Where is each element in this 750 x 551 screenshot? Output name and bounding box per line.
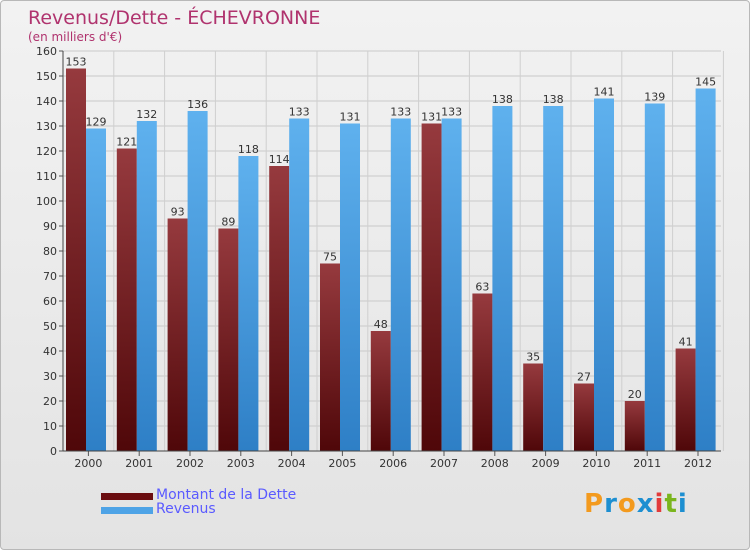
- logo-letter: o: [617, 489, 637, 519]
- bar-dette: [269, 166, 290, 451]
- logo-letter: P: [584, 489, 605, 519]
- y-tick-label: 120: [36, 145, 57, 158]
- data-label-revenus: 132: [136, 108, 157, 121]
- legend-swatch-revenus: [101, 507, 153, 514]
- proxiti-logo: Proxiti: [584, 489, 688, 519]
- bar-dette: [370, 331, 391, 451]
- x-tick-label: 2003: [227, 457, 255, 470]
- data-label-revenus: 131: [340, 111, 361, 124]
- y-tick-label: 90: [43, 220, 57, 233]
- x-tick-label: 2007: [430, 457, 458, 470]
- x-tick-label: 2012: [684, 457, 712, 470]
- bar-dette: [116, 148, 137, 451]
- data-label-dette: 89: [221, 216, 235, 229]
- data-label-dette: 35: [526, 351, 540, 364]
- y-tick-label: 0: [50, 445, 57, 458]
- data-label-revenus: 145: [695, 76, 716, 89]
- y-tick-label: 20: [43, 395, 57, 408]
- data-label-revenus: 138: [543, 93, 564, 106]
- legend-label-dette: Montant de la Dette: [156, 487, 297, 503]
- y-tick-label: 50: [43, 320, 57, 333]
- data-label-dette: 153: [66, 56, 87, 69]
- data-label-dette: 41: [679, 336, 693, 349]
- y-tick-label: 10: [43, 420, 57, 433]
- data-label-dette: 63: [475, 281, 489, 294]
- y-tick-label: 150: [36, 70, 57, 83]
- y-tick-label: 160: [36, 45, 57, 58]
- y-tick-label: 130: [36, 120, 57, 133]
- y-tick-label: 60: [43, 295, 57, 308]
- bar-dette: [421, 123, 442, 451]
- chart-subtitle: (en milliers d'€): [28, 30, 123, 44]
- bar-revenus: [492, 106, 513, 451]
- logo-letter: r: [604, 489, 618, 519]
- x-tick-label: 2001: [125, 457, 153, 470]
- y-tick-label: 100: [36, 195, 57, 208]
- legend-label-revenus: Revenus: [156, 501, 216, 517]
- data-label-revenus: 141: [594, 86, 615, 99]
- x-tick-label: 2008: [481, 457, 509, 470]
- data-label-revenus: 139: [644, 91, 665, 104]
- x-tick-label: 2009: [532, 457, 560, 470]
- data-label-dette: 121: [116, 136, 137, 149]
- y-tick-label: 70: [43, 270, 57, 283]
- bar-revenus: [695, 88, 716, 451]
- logo-letter: t: [664, 489, 678, 519]
- x-tick-label: 2005: [328, 457, 356, 470]
- data-label-revenus: 136: [187, 98, 208, 111]
- bar-dette: [218, 228, 239, 451]
- data-label-dette: 27: [577, 371, 591, 384]
- data-label-revenus: 133: [289, 106, 310, 119]
- bar-dette: [66, 68, 86, 451]
- bar-dette: [675, 348, 696, 451]
- bar-revenus: [441, 118, 462, 451]
- bar-dette: [523, 363, 544, 451]
- data-label-dette: 48: [374, 318, 388, 331]
- bar-revenus: [86, 128, 106, 451]
- data-label-dette: 75: [323, 251, 337, 264]
- x-tick-label: 2002: [176, 457, 204, 470]
- bar-revenus: [187, 111, 208, 451]
- data-label-revenus: 133: [441, 106, 462, 119]
- data-label-dette: 93: [171, 206, 185, 219]
- bar-revenus: [594, 98, 614, 451]
- x-tick-label: 2000: [74, 457, 102, 470]
- y-tick-label: 80: [43, 245, 57, 258]
- data-label-revenus: 138: [492, 93, 513, 106]
- y-tick-label: 110: [36, 170, 57, 183]
- data-label-revenus: 133: [390, 106, 411, 119]
- bar-revenus: [289, 118, 310, 451]
- x-tick-label: 2006: [379, 457, 407, 470]
- x-tick-label: 2011: [633, 457, 661, 470]
- y-tick-label: 30: [43, 370, 57, 383]
- bar-revenus: [340, 123, 360, 451]
- y-tick-label: 40: [43, 345, 57, 358]
- bar-dette: [574, 383, 594, 451]
- bar-dette: [167, 218, 188, 451]
- chart-title: Revenus/Dette - ÉCHEVRONNE: [28, 7, 321, 29]
- bar-revenus: [390, 118, 411, 451]
- bar-dette: [624, 401, 645, 451]
- data-label-dette: 131: [421, 111, 442, 124]
- bar-revenus: [136, 121, 157, 451]
- data-label-dette: 20: [628, 388, 642, 401]
- bar-revenus: [238, 156, 259, 451]
- y-tick-label: 140: [36, 95, 57, 108]
- data-label-revenus: 118: [238, 143, 259, 156]
- legend-swatch-dette: [101, 493, 153, 500]
- logo-letter: i: [677, 489, 688, 519]
- bar-revenus: [543, 106, 564, 451]
- bar-dette: [320, 263, 340, 451]
- bar-dette: [472, 293, 493, 451]
- logo-letter: i: [654, 489, 665, 519]
- data-label-revenus: 129: [86, 116, 107, 129]
- logo-letter: x: [636, 489, 655, 519]
- bar-revenus: [644, 103, 665, 451]
- data-label-dette: 114: [269, 153, 290, 166]
- x-tick-label: 2004: [278, 457, 306, 470]
- x-tick-label: 2010: [582, 457, 610, 470]
